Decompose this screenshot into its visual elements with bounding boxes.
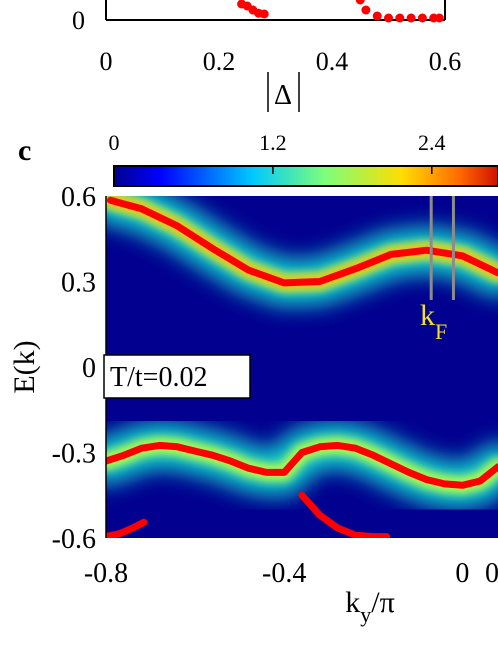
top-data-point [372,11,382,21]
xlabel-subscript-y: y [360,602,371,627]
heatmap-xtick-label: -0.8 [84,558,128,589]
top-data-point [355,0,365,5]
top-xtick-label: 0.6 [429,47,462,76]
heatmap-ytick-label: 0.6 [61,182,96,213]
colorbar-tick-label: 0 [109,130,120,155]
top-ytick-0: 0 [72,6,85,35]
kf-label: kF [420,299,447,344]
colorbar: 0 1.2 2.4 [109,130,498,187]
top-xtick-label: 0.4 [316,47,349,76]
heatmap-ytick-label: 0.3 [61,268,96,299]
xlabel-k: k [345,586,360,619]
top-xtick-label: 0.2 [203,47,236,76]
temperature-annotation: T/t=0.02 [110,362,207,393]
top-data-point [384,13,393,23]
band-dispersion-line [106,441,498,489]
top-data-point [417,13,427,23]
heatmap-xtick-label: 0 [455,558,469,589]
colorbar-frame [113,165,498,187]
colorbar-tick-label: 1.2 [259,130,287,155]
kf-label-k: k [420,299,435,332]
kf-label-subscript: F [435,319,447,344]
temperature-box: T/t=0.02 [103,354,251,399]
band-dispersion-line [106,518,148,538]
top-scatter-panel: 0 0 0.2 0.4 0.6 Δ [72,0,461,112]
heatmap-xtick-label: 0 [485,558,498,589]
top-xtick-label: 0 [100,47,113,76]
heatmap-plot: T/t=0.02 kF 0.60.30-0.3-0.6 -0.8 -0.4 0 0 E… [8,182,498,627]
top-data-point [395,13,405,23]
xlabel-over-pi: /π [371,586,394,619]
heatmap-ytick-label: -0.6 [52,524,96,555]
heatmap-ytick-label: -0.3 [52,439,96,470]
top-data-point [406,13,416,23]
top-data-point [259,9,269,19]
heatmap-x-axis-label: ky/π [345,586,394,627]
heatmap-y-axis-label: E(k) [8,340,41,393]
top-data-point [434,13,444,23]
top-data-point [361,5,371,15]
panel-label: c [18,134,31,167]
colorbar-tick-label: 2.4 [418,130,446,155]
top-x-axis-label: Δ [274,80,292,111]
band-dispersion-line [298,491,391,538]
colorbar-gradient [114,166,498,186]
heatmap-ytick-label: 0 [82,353,96,384]
heatmap-xtick-label: -0.4 [262,558,306,589]
temperature-box-bg [103,354,251,399]
